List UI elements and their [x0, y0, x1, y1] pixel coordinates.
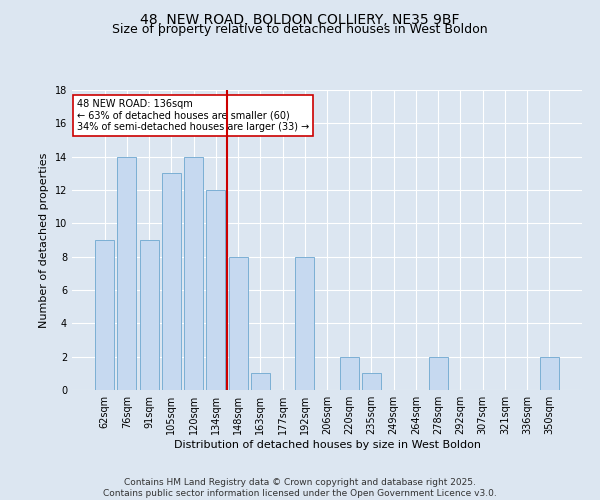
Bar	[206, 190, 225, 390]
Bar	[429, 356, 448, 390]
Y-axis label: Number of detached properties: Number of detached properties	[39, 152, 49, 328]
Text: 48 NEW ROAD: 136sqm
← 63% of detached houses are smaller (60)
34% of semi-detach: 48 NEW ROAD: 136sqm ← 63% of detached ho…	[77, 99, 310, 132]
Text: Contains HM Land Registry data © Crown copyright and database right 2025.
Contai: Contains HM Land Registry data © Crown c…	[103, 478, 497, 498]
Text: 48, NEW ROAD, BOLDON COLLIERY, NE35 9BF: 48, NEW ROAD, BOLDON COLLIERY, NE35 9BF	[140, 12, 460, 26]
Bar	[184, 156, 203, 390]
Bar	[340, 356, 359, 390]
Bar	[362, 374, 381, 390]
Bar	[295, 256, 314, 390]
Bar	[95, 240, 114, 390]
Bar	[540, 356, 559, 390]
Bar	[162, 174, 181, 390]
X-axis label: Distribution of detached houses by size in West Boldon: Distribution of detached houses by size …	[173, 440, 481, 450]
Bar	[251, 374, 270, 390]
Text: Size of property relative to detached houses in West Boldon: Size of property relative to detached ho…	[112, 22, 488, 36]
Bar	[140, 240, 158, 390]
Bar	[229, 256, 248, 390]
Bar	[118, 156, 136, 390]
